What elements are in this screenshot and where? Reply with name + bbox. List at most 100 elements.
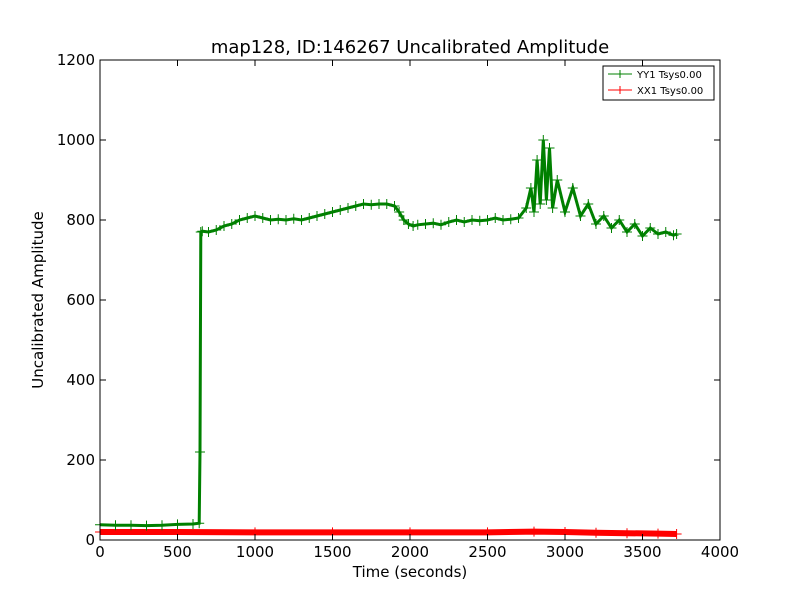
data-point bbox=[459, 217, 470, 227]
data-point bbox=[219, 221, 229, 231]
x-tick-label: 2500 bbox=[468, 543, 506, 561]
data-point bbox=[552, 175, 563, 185]
data-point bbox=[250, 211, 260, 221]
data-point bbox=[408, 221, 419, 231]
data-point bbox=[281, 215, 291, 225]
data-point bbox=[653, 229, 663, 239]
data-point bbox=[157, 520, 167, 531]
x-tick-label: 3000 bbox=[546, 543, 584, 561]
data-point bbox=[242, 213, 253, 223]
data-point bbox=[428, 218, 439, 229]
data-point bbox=[591, 219, 601, 229]
data-point bbox=[521, 203, 532, 213]
x-tick-label: 1000 bbox=[236, 543, 274, 561]
data-point bbox=[273, 214, 284, 225]
data-point bbox=[645, 223, 656, 233]
data-point bbox=[257, 213, 268, 223]
data-point bbox=[412, 219, 423, 230]
data-point bbox=[591, 527, 601, 538]
y-tick-label: 1000 bbox=[57, 131, 95, 149]
data-point bbox=[575, 211, 586, 221]
data-point bbox=[606, 223, 617, 233]
plot-area bbox=[95, 59, 721, 541]
data-point bbox=[583, 199, 594, 209]
legend-marker bbox=[616, 86, 624, 94]
y-axis: 0 200 400 600 800 1000 1200 bbox=[57, 51, 720, 549]
data-point bbox=[622, 227, 632, 237]
data-point bbox=[529, 207, 539, 217]
series-layer bbox=[95, 135, 682, 539]
legend-marker bbox=[616, 70, 624, 78]
data-point bbox=[203, 227, 214, 237]
x-tick-label: 0 bbox=[95, 543, 105, 561]
data-point bbox=[544, 143, 555, 153]
data-point bbox=[172, 519, 183, 530]
y-tick-label: 400 bbox=[66, 371, 95, 389]
data-point bbox=[288, 213, 299, 224]
x-axis: 0 500 1000 1500 2000 2500 3000 3500 4000 bbox=[95, 60, 739, 561]
data-point bbox=[622, 528, 632, 539]
data-point bbox=[671, 229, 682, 239]
y-tick-label: 200 bbox=[66, 451, 95, 469]
data-point bbox=[614, 215, 625, 225]
data-point bbox=[126, 520, 136, 531]
data-point bbox=[653, 528, 663, 539]
legend-label: XX1 Tsys0.00 bbox=[637, 86, 703, 97]
data-point bbox=[541, 195, 552, 205]
data-point bbox=[327, 207, 338, 217]
data-point bbox=[211, 225, 222, 235]
x-tick-label: 1500 bbox=[313, 543, 351, 561]
data-point bbox=[637, 231, 648, 241]
data-point bbox=[194, 447, 205, 457]
data-point bbox=[529, 526, 539, 537]
data-point bbox=[498, 215, 508, 225]
y-tick-label: 800 bbox=[66, 211, 95, 229]
data-point bbox=[265, 215, 276, 225]
legend-label: YY1 Tsys0.00 bbox=[636, 70, 702, 81]
x-tick-label: 2000 bbox=[391, 543, 429, 561]
data-point bbox=[532, 155, 543, 165]
data-point bbox=[350, 201, 361, 211]
data-point bbox=[398, 215, 409, 225]
y-axis-label: Uncalibrated Amplitude bbox=[29, 211, 47, 388]
data-point bbox=[381, 199, 392, 209]
data-point bbox=[197, 226, 208, 237]
data-point bbox=[525, 183, 536, 193]
x-tick-label: 500 bbox=[163, 543, 192, 561]
data-point bbox=[538, 135, 549, 145]
data-point bbox=[389, 201, 400, 211]
legend: YY1 Tsys0.00 XX1 Tsys0.00 bbox=[602, 65, 715, 101]
data-point bbox=[436, 219, 446, 230]
data-point bbox=[110, 520, 121, 531]
data-point bbox=[420, 219, 431, 229]
data-point bbox=[394, 207, 405, 217]
data-point bbox=[366, 199, 377, 210]
data-point bbox=[567, 183, 578, 193]
data-point bbox=[188, 519, 198, 529]
data-point bbox=[403, 219, 414, 229]
data-point bbox=[505, 214, 516, 225]
data-point bbox=[467, 215, 477, 225]
data-point bbox=[319, 209, 330, 219]
data-point bbox=[312, 211, 322, 221]
y-tick-label: 1200 bbox=[57, 51, 95, 69]
data-point bbox=[629, 219, 640, 229]
legend-box bbox=[602, 65, 715, 101]
x-tick-label: 4000 bbox=[701, 543, 739, 561]
y-tick-label: 600 bbox=[66, 291, 95, 309]
y-tick-label: 0 bbox=[85, 531, 95, 549]
data-point bbox=[296, 215, 307, 225]
data-point bbox=[560, 207, 570, 217]
data-point bbox=[660, 227, 671, 237]
series-line bbox=[100, 528, 677, 537]
data-point bbox=[226, 219, 237, 229]
data-point bbox=[671, 529, 682, 539]
plot-background bbox=[100, 60, 720, 540]
data-point bbox=[547, 203, 558, 213]
data-point bbox=[482, 215, 493, 225]
x-axis-label: Time (seconds) bbox=[352, 563, 468, 581]
data-point bbox=[474, 215, 485, 226]
data-point bbox=[358, 199, 369, 209]
data-point bbox=[535, 199, 546, 209]
